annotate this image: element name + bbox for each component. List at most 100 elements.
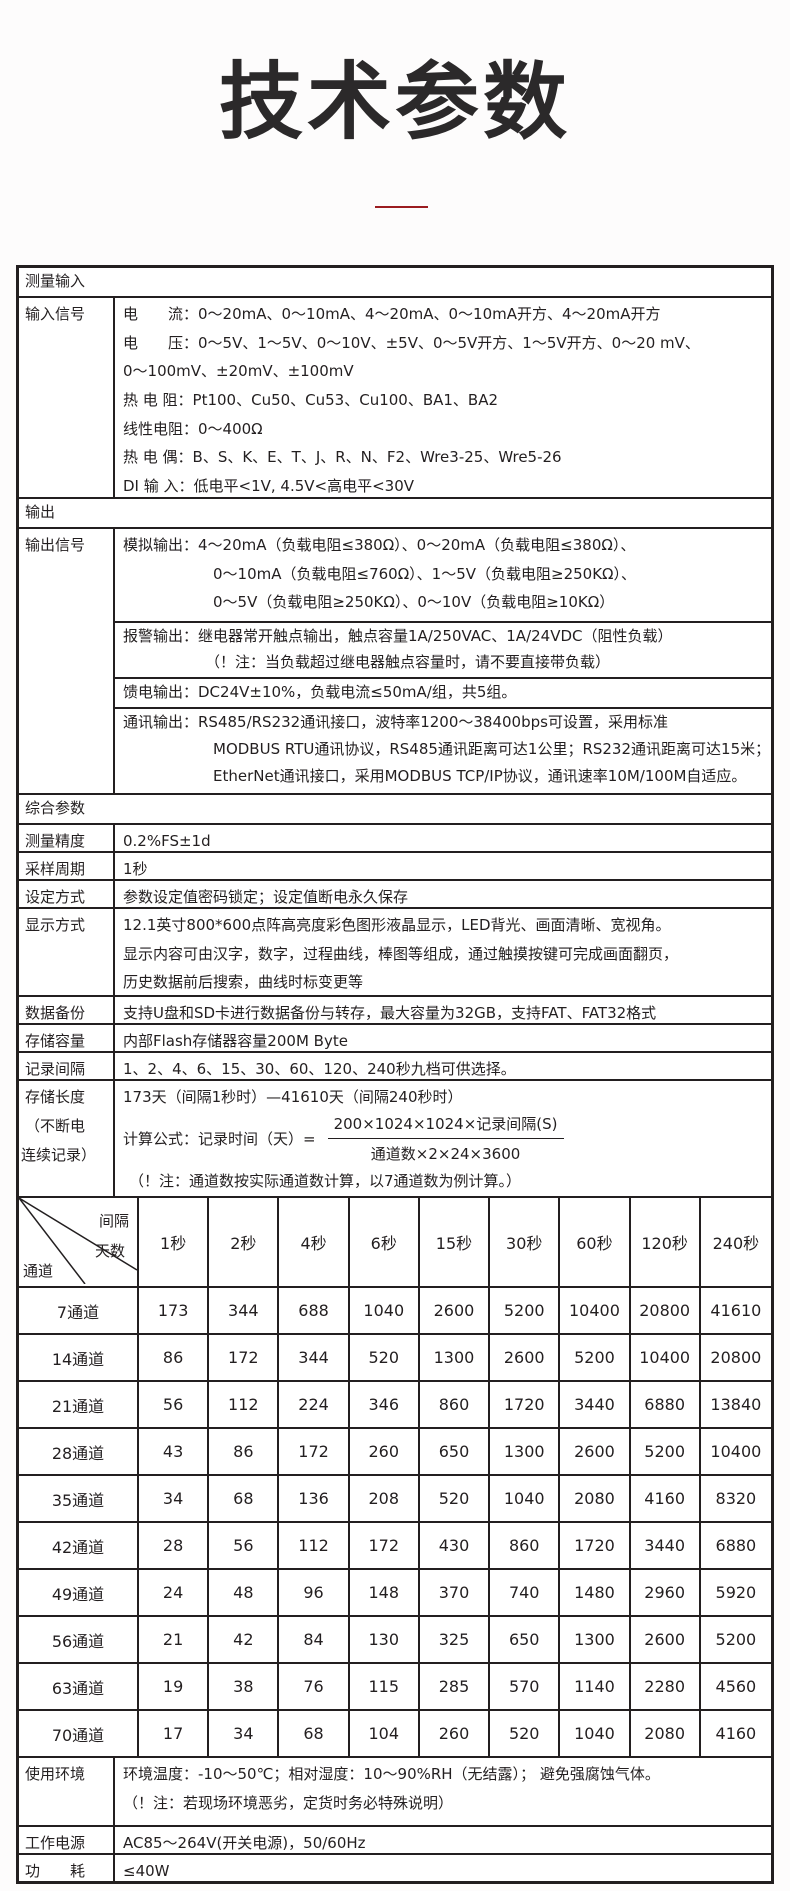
formula-prefix: 计算公式：记录时间（天）= xyxy=(123,1130,316,1148)
table-cell: 104 xyxy=(349,1709,420,1756)
days-table: 间隔 天数 通道 1秒 2秒 4秒 6秒 15秒 30秒 60秒 120秒 240秒 7通道 173… xyxy=(19,1196,771,1756)
table-cell: 1300 xyxy=(490,1427,561,1474)
comm-output: 通讯输出：RS485/RS232通讯接口，波特率1200～38400bps可设置… xyxy=(115,707,771,793)
text-line: 电 流：0～20mA、0～10mA、4～20mA、0～10mA开方、4～20mA… xyxy=(123,305,661,323)
channel-label: 49通道 xyxy=(19,1568,139,1615)
row-storage-length: 存储长度 （不断电 连续记录） 173天（间隔1秒时）—41610天（间隔240… xyxy=(19,1079,771,1196)
text-line: 1、2、4、6、15、30、60、120、240秒九档可供选择。 xyxy=(123,1060,516,1078)
row-input-signal: 输入信号 电 流：0～20mA、0～10mA、4～20mA、0～10mA开方、4… xyxy=(19,296,771,497)
feed-output: 馈电输出：DC24V±10%，负载电流≤50mA/组，共5组。 xyxy=(115,677,771,707)
row-value: 环境温度：-10～50℃；相对湿度：10～90%RH（无结露）； 避免强腐蚀气体… xyxy=(115,1758,771,1825)
column-header: 60秒 xyxy=(560,1198,631,1286)
table-cell: 260 xyxy=(419,1709,491,1756)
table-cell: 1300 xyxy=(419,1333,491,1380)
table-cell: 5920 xyxy=(700,1568,771,1615)
diagonal-lines xyxy=(19,1198,137,1284)
section-heading: 综合参数 xyxy=(25,799,86,817)
table-cell: 28 xyxy=(139,1521,210,1568)
row-value: 支持U盘和SD卡进行数据备份与转存，最大容量为32GB，支持FAT、FAT32格… xyxy=(115,997,771,1023)
table-cell: 1720 xyxy=(490,1380,561,1427)
table-cell: 1040 xyxy=(349,1286,420,1333)
label-line: （不断电 xyxy=(25,1117,86,1135)
table-cell: 3440 xyxy=(630,1521,701,1568)
table-cell: 1040 xyxy=(490,1474,561,1521)
table-cell: 43 xyxy=(139,1427,210,1474)
column-header: 4秒 xyxy=(279,1198,350,1286)
row-label: 存储容量 xyxy=(19,1025,115,1051)
table-cell: 2080 xyxy=(630,1709,701,1756)
column-header: 120秒 xyxy=(631,1198,701,1286)
row-label: 测量精度 xyxy=(19,825,115,851)
table-cell: 21 xyxy=(139,1615,210,1662)
row-value: 参数设定值密码锁定；设定值断电永久保存 xyxy=(115,881,771,907)
table-cell: 173 xyxy=(139,1286,210,1333)
channel-label: 56通道 xyxy=(19,1615,139,1662)
page-title: 技术参数 xyxy=(218,53,571,151)
formula-numerator: 200×1024×1024×记录间隔(S) xyxy=(327,1110,564,1139)
spec-table: 测量输入 输入信号 电 流：0～20mA、0～10mA、4～20mA、0～10m… xyxy=(16,265,774,1884)
row-output-signal: 输出信号 模拟输出：4～20mA（负载电阻≤380Ω）、0～20mA（负载电阻≤… xyxy=(19,527,771,793)
row-value: 1、2、4、6、15、30、60、120、240秒九档可供选择。 xyxy=(115,1053,771,1079)
section-measure-input: 测量输入 xyxy=(19,268,771,296)
row-label: 工作电源 xyxy=(19,1827,115,1853)
row-value: 内部Flash存储器容量200M Byte xyxy=(115,1025,771,1051)
table-cell: 860 xyxy=(490,1521,561,1568)
spec-row: 测量精度 0.2%FS±1d xyxy=(19,823,771,851)
table-cell: 570 xyxy=(490,1662,561,1709)
table-cell: 520 xyxy=(349,1333,420,1380)
spec-row: 记录间隔 1、2、4、6、15、30、60、120、240秒九档可供选择。 xyxy=(19,1051,771,1079)
column-header: 1秒 xyxy=(139,1198,210,1286)
text-line: 参数设定值密码锁定；设定值断电永久保存 xyxy=(123,888,409,906)
text-line: 线性电阻：0～400Ω xyxy=(123,419,263,438)
text-line: （！注：当负载超过继电器触点容量时，请不要直接带负载） xyxy=(205,653,611,671)
table-corner-header: 间隔 天数 通道 xyxy=(19,1198,139,1286)
table-cell: 370 xyxy=(419,1568,491,1615)
channel-label: 35通道 xyxy=(19,1474,139,1521)
table-cell: 3440 xyxy=(560,1380,631,1427)
table-cell: 2960 xyxy=(630,1568,701,1615)
row-value: 12.1英寸800*600点阵高亮度彩色图形液晶显示，LED背光、画面清晰、宽视… xyxy=(115,909,771,995)
table-cell: 740 xyxy=(490,1568,561,1615)
table-cell: 1040 xyxy=(560,1709,631,1756)
storage-range: 173天（间隔1秒时）—41610天（间隔240秒时） xyxy=(123,1088,463,1106)
table-cell: 5200 xyxy=(630,1427,701,1474)
table-cell: 56 xyxy=(139,1380,210,1427)
text-line: DI 输 入：低电平<1V, 4.5V<高电平<30V xyxy=(123,477,415,496)
text-line: AC85～264V(开关电源)，50/60Hz xyxy=(123,1834,366,1852)
column-header: 6秒 xyxy=(350,1198,420,1286)
table-cell: 260 xyxy=(349,1427,420,1474)
table-cell: 650 xyxy=(419,1427,491,1474)
channel-label: 42通道 xyxy=(19,1521,139,1568)
table-cell: 42 xyxy=(209,1615,280,1662)
table-cell: 6880 xyxy=(630,1380,701,1427)
channel-label: 7通道 xyxy=(19,1286,139,1333)
section-heading: 测量输入 xyxy=(25,272,86,290)
table-cell: 76 xyxy=(279,1662,350,1709)
spec-row: 工作电源 AC85～264V(开关电源)，50/60Hz xyxy=(19,1825,771,1853)
table-cell: 1140 xyxy=(560,1662,631,1709)
table-cell: 688 xyxy=(279,1286,350,1333)
table-cell: 2280 xyxy=(630,1662,701,1709)
row-label: 存储长度 （不断电 连续记录） xyxy=(19,1081,115,1196)
formula-denominator: 通道数×2×24×3600 xyxy=(370,1144,521,1163)
spec-row: 功 耗 ≤40W xyxy=(19,1853,771,1881)
table-cell: 86 xyxy=(209,1427,280,1474)
table-cell: 20800 xyxy=(630,1286,701,1333)
table-cell: 4560 xyxy=(700,1662,771,1709)
table-cell: 520 xyxy=(490,1709,561,1756)
table-cell: 344 xyxy=(209,1286,280,1333)
column-header: 2秒 xyxy=(209,1198,280,1286)
table-cell: 20800 xyxy=(700,1333,771,1380)
row-label: 设定方式 xyxy=(19,881,115,907)
table-cell: 38 xyxy=(209,1662,280,1709)
text-line: 环境温度：-10～50℃；相对湿度：10～90%RH（无结露）； 避免强腐蚀气体… xyxy=(123,1765,660,1783)
table-cell: 325 xyxy=(419,1615,491,1662)
table-cell: 5200 xyxy=(700,1615,771,1662)
text-line: 模拟输出：4～20mA（负载电阻≤380Ω）、0～20mA（负载电阻≤380Ω）… xyxy=(123,536,636,554)
text-line: MODBUS RTU通讯协议，RS485通讯距离可达1公里；RS232通讯距离可… xyxy=(213,740,771,758)
table-cell: 224 xyxy=(279,1380,350,1427)
table-cell: 1720 xyxy=(560,1521,631,1568)
analog-output: 模拟输出：4～20mA（负载电阻≤380Ω）、0～20mA（负载电阻≤380Ω）… xyxy=(115,529,771,621)
row-label: 输入信号 xyxy=(19,298,115,497)
table-cell: 430 xyxy=(419,1521,491,1568)
